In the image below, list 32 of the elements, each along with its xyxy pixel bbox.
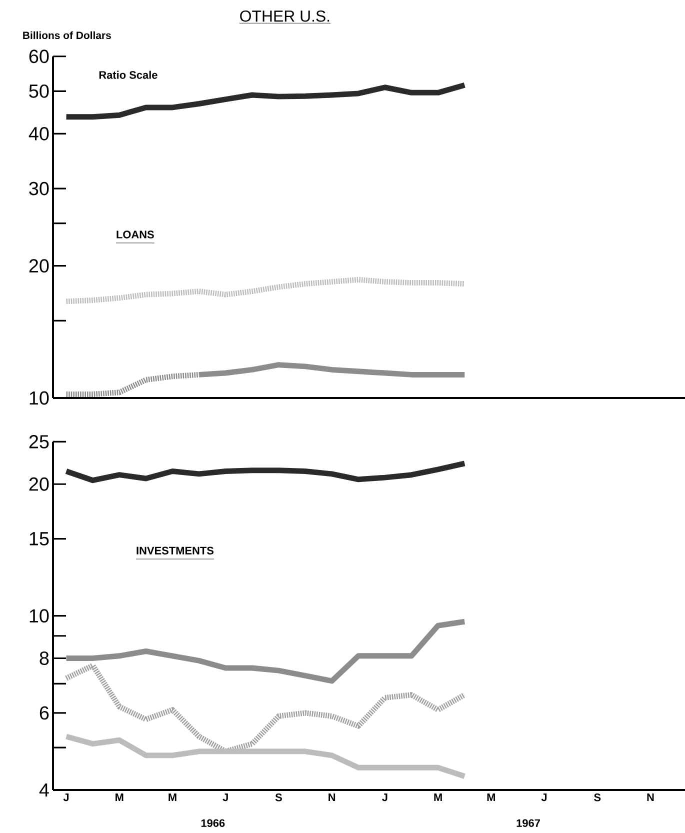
x-tick-label: J	[63, 794, 69, 802]
y-tick-label: 4	[39, 783, 49, 797]
annotation: LOANS	[116, 230, 154, 238]
y-tick-label: 6	[40, 706, 49, 720]
annotation: Ratio Scale	[99, 70, 158, 79]
x-tick-label: J	[382, 794, 388, 802]
y-tick-label: 50	[29, 84, 49, 98]
y-tick-label: 30	[29, 182, 49, 196]
annotation: INVESTMENTS	[136, 546, 214, 554]
y-tick-label: 60	[29, 50, 49, 64]
x-tick-label: N	[647, 794, 654, 802]
chart-title: OTHER U.S.	[240, 10, 330, 22]
x-tick-label: S	[594, 794, 601, 802]
y-tick-label: 15	[30, 532, 49, 546]
y-tick-label: 10	[30, 609, 49, 623]
x-tick-label: M	[168, 794, 176, 802]
text: 1966	[201, 819, 225, 827]
y-tick-label: 8	[40, 652, 49, 665]
x-tick-label: M	[487, 794, 495, 802]
x-tick-label: M	[434, 794, 442, 802]
text: 1967	[516, 819, 540, 827]
y-tick-label: 10	[30, 391, 49, 405]
y-axis-title: Billions of Dollars	[23, 31, 111, 40]
x-tick-label: J	[222, 794, 228, 802]
x-tick-label: S	[275, 794, 282, 802]
y-tick-label: 20	[29, 477, 49, 491]
y-tick-label: 20	[29, 259, 49, 273]
y-tick-label: 25	[29, 434, 49, 448]
y-tick-label: 40	[28, 126, 49, 140]
x-tick-label: J	[541, 794, 547, 802]
x-tick-label: M	[116, 794, 124, 802]
x-tick-label: N	[328, 794, 336, 802]
